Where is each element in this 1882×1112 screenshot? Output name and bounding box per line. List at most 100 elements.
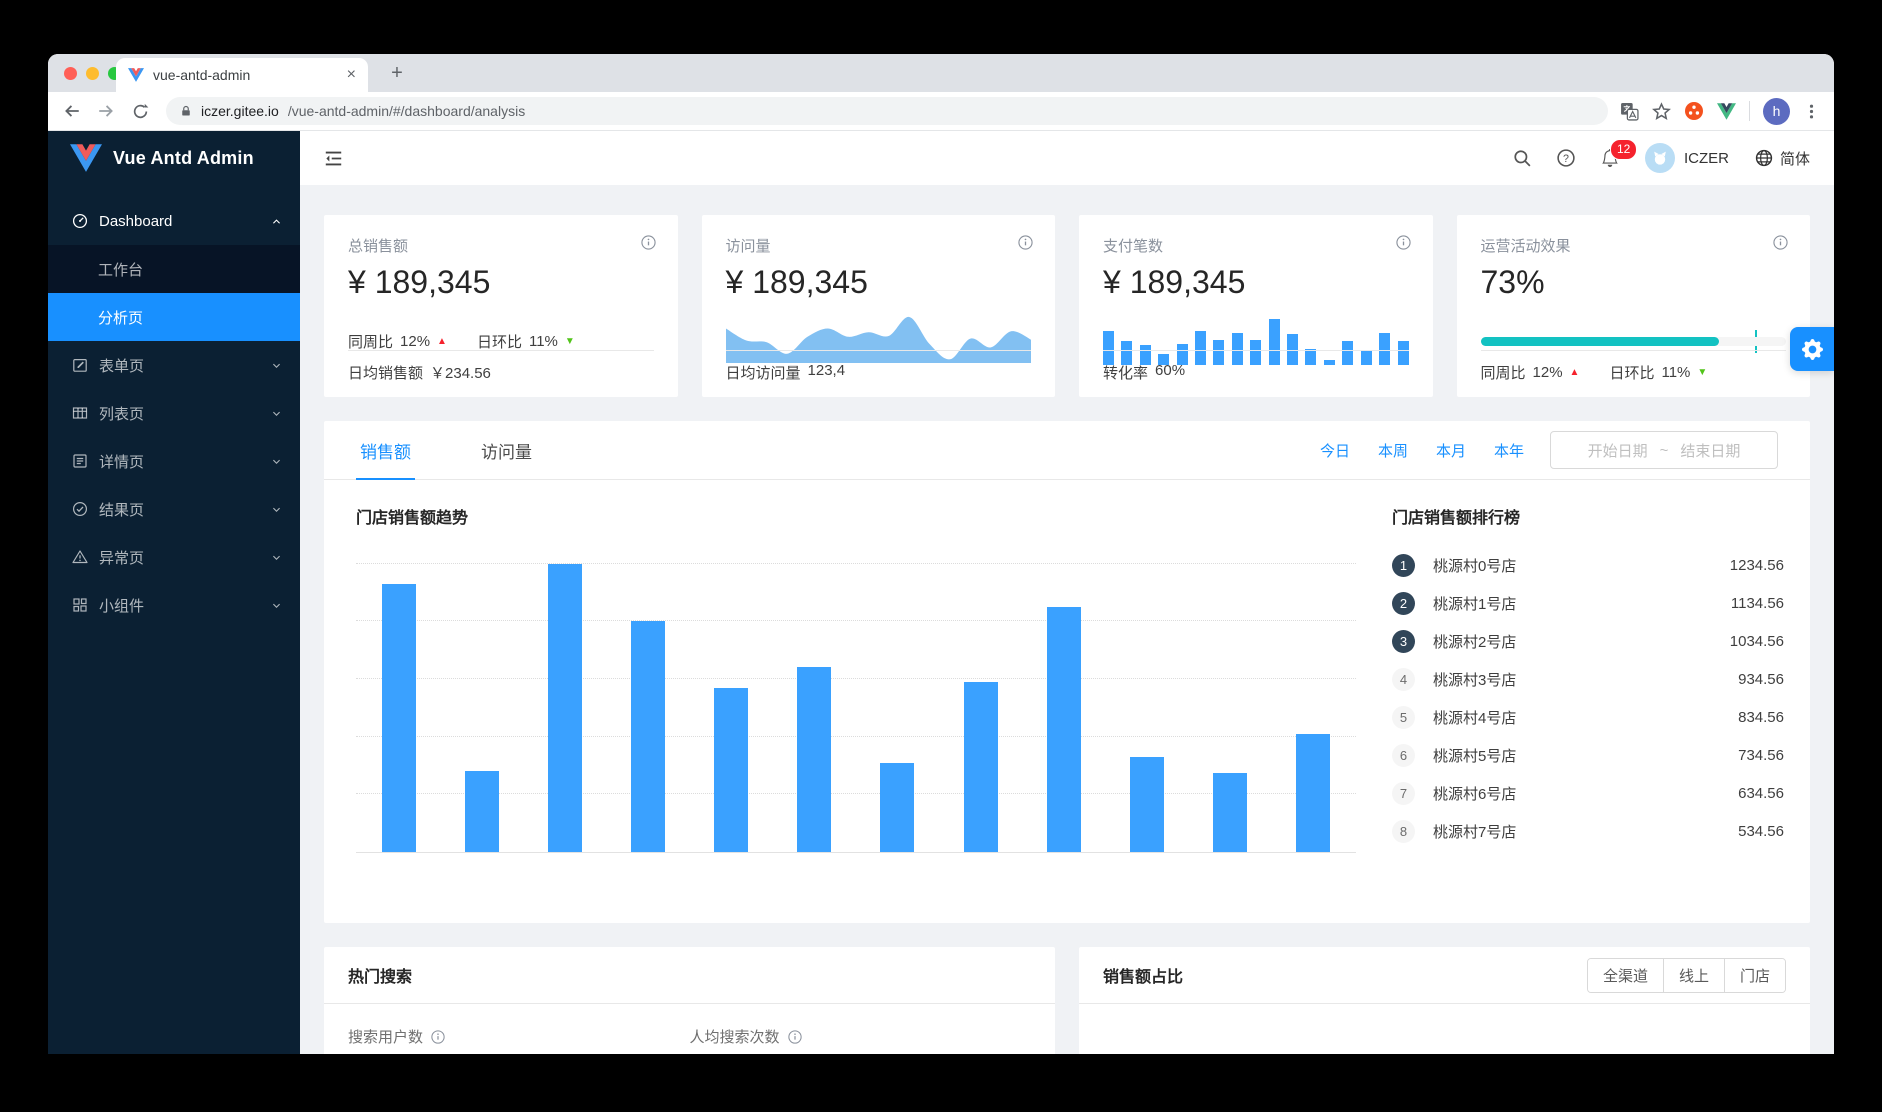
menu-fold-icon[interactable]: [324, 149, 343, 168]
vue-devtools-icon[interactable]: [1717, 102, 1736, 120]
browser-toolbar: iczer.gitee.io/vue-antd-admin/#/dashboar…: [48, 92, 1834, 131]
quick-filter-today[interactable]: 今日: [1319, 442, 1350, 460]
card-value: ¥ 189,345: [1103, 264, 1246, 300]
store-name: 桃源村1号店: [1433, 595, 1517, 613]
reload-icon[interactable]: [126, 97, 154, 125]
dashboard-icon: [72, 213, 88, 229]
sales-overview-card: 销售额 访问量 今日 本周 本月 本年 开始日期 ~ 结束日期 门店销售额趋势: [324, 421, 1810, 923]
mini-bar: [1342, 340, 1354, 365]
store-value: 734.56: [1738, 746, 1784, 764]
sidebar-item-detail[interactable]: 详情页: [48, 437, 300, 485]
chevron-down-icon: [271, 504, 282, 515]
channel-option-online[interactable]: 线上: [1662, 958, 1724, 992]
ranking-row: 2 桃源村1号店 1134.56: [1392, 584, 1784, 622]
mini-bar: [1397, 340, 1409, 365]
store-name: 桃源村0号店: [1433, 557, 1517, 575]
gridline: [356, 793, 1356, 795]
channel-option-all[interactable]: 全渠道: [1587, 958, 1663, 992]
search-icon[interactable]: [1513, 149, 1531, 167]
sidebar: Vue Antd Admin Dashboard 工作台 分析页 表单页 列表页 详情页结…: [48, 131, 300, 1054]
sidebar-subitem-analysis[interactable]: 分析页: [48, 293, 300, 341]
store-value: 534.56: [1738, 822, 1784, 840]
sidebar-item-widget[interactable]: 小组件: [48, 581, 300, 629]
mini-bar: [1213, 339, 1225, 365]
rank-badge: 5: [1392, 705, 1415, 729]
sales-bar: [1046, 606, 1081, 852]
ranking-title: 门店销售额排行榜: [1392, 510, 1521, 527]
username: ICZER: [1683, 149, 1729, 167]
stat-card-visits: 访问量 ¥ 189,345 日均访问量 123,4: [701, 215, 1055, 397]
info-icon[interactable]: [1773, 235, 1788, 250]
sidebar-item-dashboard[interactable]: Dashboard: [48, 197, 300, 245]
quick-filter-month[interactable]: 本月: [1435, 442, 1466, 460]
sidebar-item-result[interactable]: 结果页: [48, 485, 300, 533]
minimize-window-button[interactable]: [86, 67, 99, 80]
info-icon[interactable]: [1018, 235, 1033, 250]
url-host: iczer.gitee.io: [201, 103, 279, 119]
quick-filter-week[interactable]: 本周: [1377, 442, 1408, 460]
trend-daily: 日环比 11% ▼: [1609, 364, 1708, 382]
card-value: 73%: [1480, 264, 1545, 300]
tab-sales[interactable]: 销售额: [356, 421, 415, 480]
info-icon[interactable]: [1395, 235, 1411, 250]
mini-bar: [1250, 339, 1262, 365]
new-tab-button[interactable]: +: [391, 62, 403, 84]
locale-switch[interactable]: 简体: [1755, 148, 1810, 169]
sidebar-submenu-dashboard: 工作台分析页: [48, 245, 300, 341]
sales-bar-chart: [356, 542, 1356, 853]
ranking-row: 1 桃源村0号店 1234.56: [1392, 546, 1784, 584]
trend-daily: 日环比 11% ▼: [476, 332, 575, 351]
globe-icon: [1755, 149, 1773, 167]
info-icon[interactable]: [431, 1029, 445, 1044]
card-title: 支付笔数: [1103, 238, 1164, 255]
info-icon[interactable]: [787, 1029, 802, 1044]
mini-bar: [1176, 344, 1188, 365]
back-icon[interactable]: [58, 97, 86, 125]
metric-search-per-user: 人均搜索次数 2.771.2▼: [690, 1026, 1032, 1054]
sales-bar: [382, 583, 416, 852]
info-icon[interactable]: [640, 235, 656, 250]
mini-bar: [1121, 340, 1133, 365]
date-range-picker[interactable]: 开始日期 ~ 结束日期: [1550, 431, 1778, 469]
hot-search-card: 热门搜索 搜索用户数 1232171.2▲ 人均搜索次数 2.771.2▼: [324, 947, 1055, 1054]
help-icon[interactable]: ?: [1557, 149, 1575, 167]
store-value: 1234.56: [1729, 556, 1784, 574]
theme-settings-button[interactable]: [1790, 327, 1834, 371]
ranking-row: 3 桃源村2号店 1034.56: [1392, 622, 1784, 660]
chevron-down-icon: [271, 552, 282, 563]
card-footer: 日均销售额 ￥234.56: [348, 350, 654, 383]
window-controls: [64, 67, 121, 80]
browser-menu-icon[interactable]: [1803, 103, 1820, 120]
detail-icon: [72, 453, 88, 469]
ranking-row: 4 桃源村3号店 934.56: [1392, 660, 1784, 698]
url-bar[interactable]: iczer.gitee.io/vue-antd-admin/#/dashboar…: [166, 97, 1608, 125]
browser-profile-avatar[interactable]: h: [1763, 97, 1790, 125]
translate-icon[interactable]: [1620, 102, 1639, 121]
quick-filter-year[interactable]: 本年: [1493, 442, 1524, 460]
user-menu[interactable]: ICZER: [1644, 143, 1729, 173]
channel-option-store[interactable]: 门店: [1723, 958, 1785, 992]
card-footer: 日均访问量 123,4: [725, 350, 1031, 383]
extension-icon-orange[interactable]: [1684, 101, 1704, 121]
sidebar-item-exception[interactable]: 异常页: [48, 533, 300, 581]
mini-bar: [1158, 353, 1170, 365]
sidebar-subitem-workspace[interactable]: 工作台: [98, 261, 144, 279]
ranking-panel: 门店销售额排行榜 1 桃源村0号店 1234.56 2 桃源村1号店 1134.56 3 桃源…: [1392, 504, 1784, 853]
sidebar-item-form[interactable]: 表单页: [48, 341, 300, 389]
card-value: ¥ 189,345: [348, 264, 491, 300]
forward-icon[interactable]: [92, 97, 120, 125]
tab-visits[interactable]: 访问量: [481, 442, 532, 462]
rank-badge: 6: [1392, 743, 1415, 767]
notification-bell-icon[interactable]: 12: [1601, 139, 1638, 167]
mini-bar: [1103, 330, 1114, 365]
bookmark-star-icon[interactable]: [1652, 101, 1671, 121]
stat-card-payments: 支付笔数 ¥ 189,345 转化率 60%: [1079, 215, 1433, 397]
sales-tab-bar: 销售额 访问量 今日 本周 本月 本年 开始日期 ~ 结束日期: [324, 421, 1810, 480]
sidebar-menu: Dashboard 工作台 分析页 表单页 列表页 详情页 结果页 异常页 小组件: [48, 185, 300, 629]
tab-close-icon[interactable]: ×: [346, 66, 356, 83]
sidebar-item-list[interactable]: 列表页: [48, 389, 300, 437]
browser-tab[interactable]: vue-antd-admin ×: [116, 58, 368, 92]
rank-badge: 3: [1392, 629, 1415, 653]
chevron-down-icon: [271, 360, 282, 371]
close-window-button[interactable]: [64, 67, 77, 80]
